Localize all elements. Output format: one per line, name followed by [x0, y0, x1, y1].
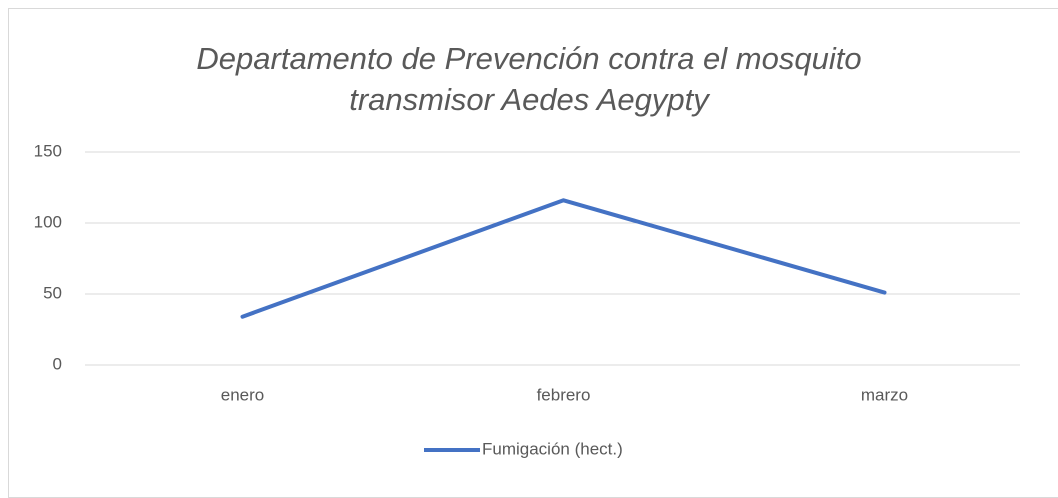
x-tick-label: enero: [221, 385, 264, 404]
chart: 0 50 100 150 enero febrero marzo Fumigación (he…: [34, 141, 1020, 458]
x-tick-label: febrero: [537, 385, 591, 404]
y-tick-label: 50: [43, 283, 62, 302]
data-line: [240, 198, 887, 319]
page: Departamento de Prevención contra el mos…: [8, 8, 1058, 498]
legend-label: Fumigación (hect.): [482, 439, 623, 458]
y-tick-label: 100: [34, 212, 62, 231]
y-tick-label: 150: [34, 141, 62, 160]
chart-title: Departamento de Prevención contra el mos…: [196, 41, 862, 117]
y-tick-label: 0: [53, 354, 62, 373]
x-tick-label: marzo: [861, 385, 908, 404]
